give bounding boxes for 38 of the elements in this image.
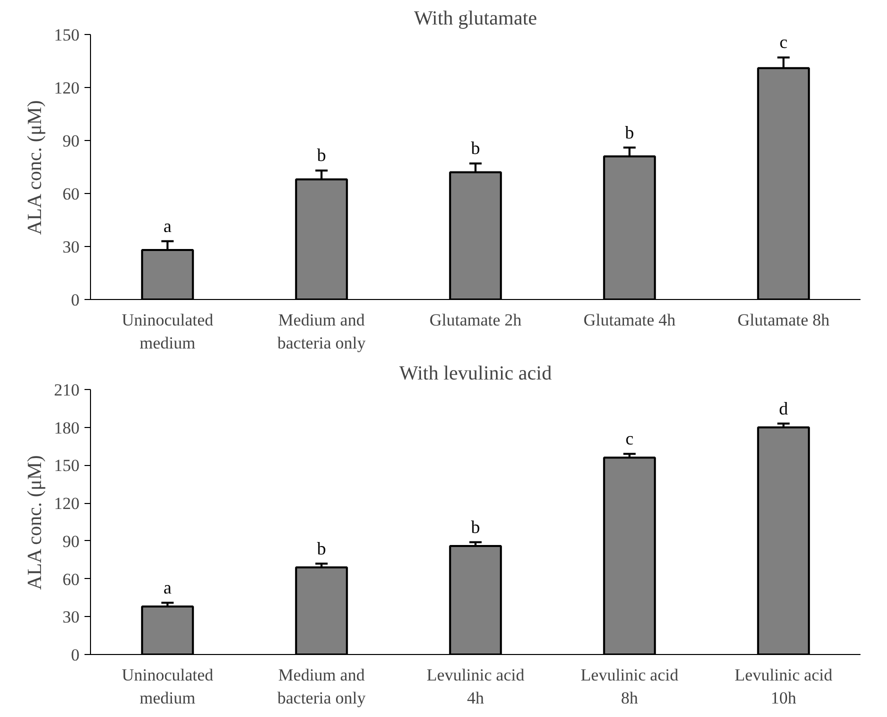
x-tick-label: Levulinic acid 10h (734, 666, 833, 708)
y-tick-label: 180 (54, 418, 80, 438)
y-tick-label: 60 (62, 570, 80, 589)
x-tick-label: Glutamate 2h (429, 310, 522, 330)
y-tick-label: 90 (62, 532, 80, 551)
x-tick-label: Levulinic acid 4h (426, 666, 525, 708)
y-tick-label: 0 (71, 646, 80, 664)
x-tick-label: Glutamate 4h (583, 310, 676, 330)
annotation: b (471, 516, 480, 537)
chart-title: With levulinic acid (399, 362, 552, 384)
x-tick-label: Medium and bacteria only (277, 310, 366, 352)
y-tick-label: 120 (54, 78, 80, 98)
y-tick-label: 120 (54, 494, 80, 514)
y-tick-label: 90 (62, 132, 80, 150)
x-tick-label: Uninoculated medium (122, 310, 214, 352)
annotation: b (317, 538, 326, 558)
annotation: b (317, 145, 326, 166)
annotation: c (626, 428, 634, 449)
annotation: b (625, 122, 634, 142)
y-tick-label: 0 (71, 290, 80, 310)
annotation: a (164, 577, 172, 598)
x-tick-label: Medium and bacteria only (277, 666, 366, 708)
y-tick-label: 30 (62, 238, 80, 256)
annotation: b (471, 138, 480, 158)
annotation: d (779, 398, 788, 418)
y-tick-label: 150 (54, 26, 80, 44)
chart-title: With glutamate (414, 8, 538, 30)
y-axis-title: ALA conc. (μM) (24, 100, 46, 235)
y-axis-title: ALA conc. (μM) (24, 455, 46, 590)
y-tick-label: 30 (62, 608, 80, 627)
annotation: a (164, 216, 172, 236)
annotation: c (780, 32, 788, 52)
x-tick-label: Uninoculated medium (122, 666, 214, 708)
y-tick-label: 60 (62, 184, 80, 204)
x-tick-label: Glutamate 8h (737, 310, 830, 330)
y-tick-label: 150 (54, 456, 80, 476)
y-tick-label: 210 (54, 380, 80, 400)
x-tick-label: Levulinic acid 8h (580, 666, 679, 708)
